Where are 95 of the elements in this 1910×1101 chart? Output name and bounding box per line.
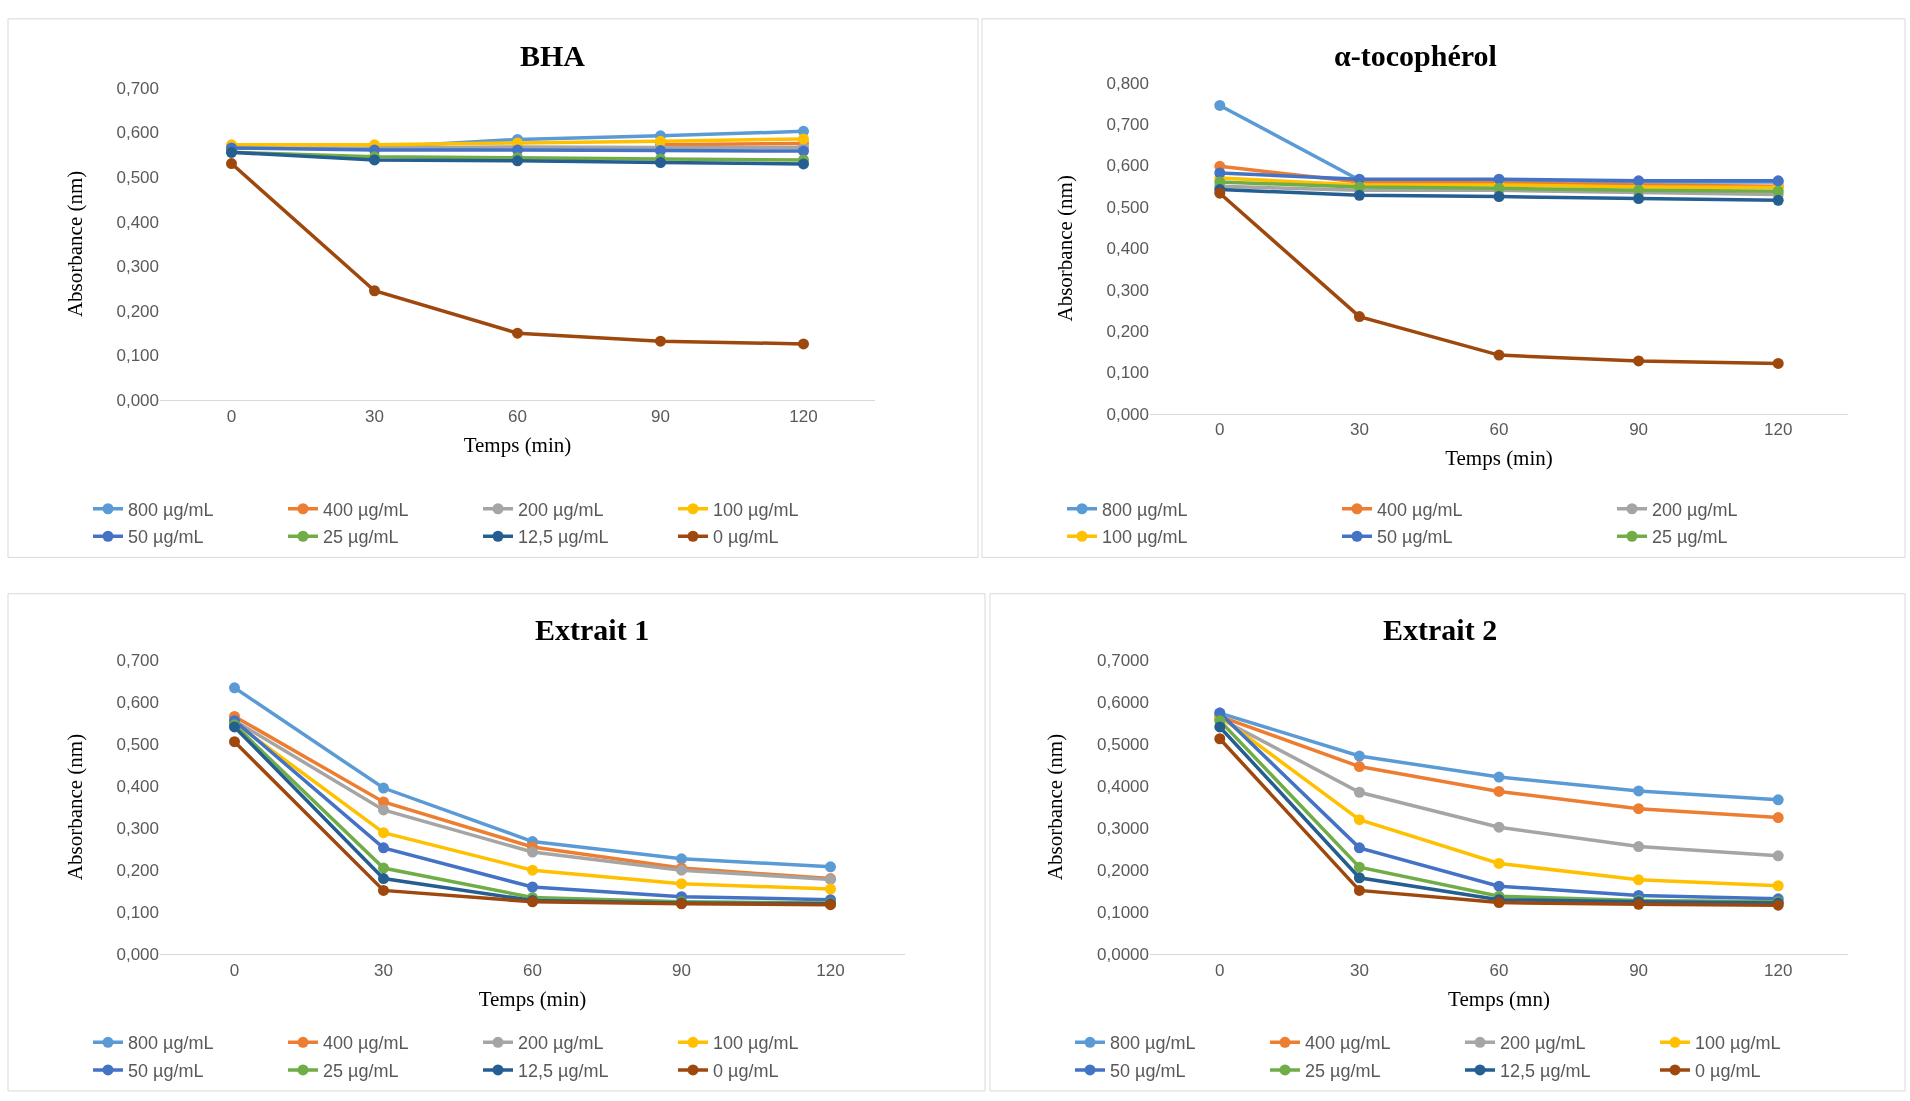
legend-label: 50 µg/mL <box>1377 527 1453 548</box>
y-tick-label: 0,000 <box>1106 404 1149 424</box>
y-tick-label: 0,2000 <box>1097 861 1149 881</box>
y-tick-label: 0,300 <box>116 819 159 838</box>
x-tick-label: 120 <box>1764 960 1793 980</box>
y-tick-label: 0,600 <box>116 123 159 143</box>
y-tick-label: 0,300 <box>116 257 159 277</box>
chart-title: BHA <box>520 39 586 72</box>
legend-label: 12,5 µg/mL <box>518 527 609 548</box>
legend-label: 25 µg/mL <box>1305 1060 1381 1081</box>
x-tick-label: 90 <box>651 406 670 426</box>
x-tick-label: 120 <box>816 960 845 980</box>
y-tick-label: 0,000 <box>116 391 159 411</box>
legend-label: 200 µg/mL <box>1500 1033 1586 1054</box>
y-tick-label: 0,200 <box>116 301 159 321</box>
y-tick-label: 0,400 <box>116 776 159 796</box>
y-tick-label: 0,1000 <box>1097 903 1149 923</box>
legend-label: 0 µg/mL <box>1695 1060 1761 1081</box>
legend-label: 25 µg/mL <box>323 1060 399 1081</box>
x-tick-label: 30 <box>1349 420 1369 440</box>
x-tick-label: 0 <box>1215 960 1225 980</box>
y-tick-label: 0,500 <box>1106 197 1149 217</box>
x-tick-label: 120 <box>1764 420 1793 440</box>
x-tick-label: 0 <box>1215 420 1225 440</box>
y-tick-label: 0,100 <box>1106 363 1149 383</box>
legend-label: 0 µg/mL <box>713 1060 779 1081</box>
y-tick-label: 0,7000 <box>1097 650 1149 670</box>
y-tick-label: 0,100 <box>116 346 159 366</box>
legend-label: 100 µg/mL <box>1695 1033 1781 1054</box>
chart-title: Extrait 2 <box>1383 613 1498 646</box>
chart-title: α-tocophérol <box>1334 39 1497 72</box>
legend-label: 50 µg/mL <box>128 527 204 548</box>
x-tick-label: 30 <box>365 406 384 426</box>
y-tick-label: 0,3000 <box>1097 819 1149 838</box>
x-tick-label: 120 <box>789 406 818 426</box>
legend-label: 400 µg/mL <box>1377 499 1463 520</box>
y-tick-label: 0,600 <box>1106 156 1149 176</box>
legend-label: 400 µg/mL <box>323 1033 409 1054</box>
x-tick-label: 0 <box>226 406 237 426</box>
x-axis-title: Temps (min) <box>1445 446 1553 471</box>
y-tick-label: 0,200 <box>116 861 159 881</box>
x-tick-label: 30 <box>1349 960 1369 980</box>
legend-label: 200 µg/mL <box>1652 499 1738 520</box>
legend-label: 0 µg/mL <box>713 527 779 548</box>
y-tick-label: 0,0000 <box>1097 945 1149 965</box>
y-tick-label: 0,600 <box>116 692 159 712</box>
x-tick-label: 60 <box>508 406 527 426</box>
x-tick-label: 60 <box>523 960 542 980</box>
x-axis-title: Temps (mn) <box>1448 987 1550 1011</box>
legend-label: 25 µg/mL <box>1652 527 1728 548</box>
y-tick-label: 0,700 <box>116 78 159 98</box>
y-tick-label: 0,5000 <box>1097 734 1149 754</box>
legend-label: 12,5 µg/mL <box>518 1060 609 1081</box>
y-tick-label: 0,4000 <box>1097 776 1149 796</box>
y-tick-label: 0,100 <box>116 903 159 923</box>
legend-label: 100 µg/mL <box>1102 527 1188 548</box>
y-tick-label: 0,800 <box>1106 73 1149 93</box>
legend-label: 800 µg/mL <box>1110 1033 1196 1054</box>
y-tick-label: 0,700 <box>1106 115 1149 135</box>
y-tick-label: 0,200 <box>1106 322 1149 342</box>
x-axis-title: Temps (min) <box>478 987 587 1011</box>
legend-label: 100 µg/mL <box>713 1033 799 1054</box>
x-tick-label: 30 <box>374 960 393 980</box>
x-tick-label: 90 <box>1629 960 1649 980</box>
legend-label: 50 µg/mL <box>1110 1060 1186 1081</box>
x-tick-label: 90 <box>672 960 691 980</box>
y-axis-title: Absorbance (nm) <box>62 170 87 318</box>
legend-label: 400 µg/mL <box>1305 1033 1391 1054</box>
y-tick-label: 0,300 <box>1106 280 1149 300</box>
legend-label: 800 µg/mL <box>1102 499 1188 520</box>
x-axis-title: Temps (min) <box>463 432 572 457</box>
y-tick-label: 0,400 <box>1106 239 1149 259</box>
legend-label: 800 µg/mL <box>128 1033 214 1054</box>
y-axis-title: Absorbance (nm) <box>1043 733 1068 881</box>
x-tick-label: 0 <box>229 960 240 980</box>
legend-label: 800 µg/mL <box>128 499 214 520</box>
y-tick-label: 0,700 <box>116 650 159 670</box>
y-tick-label: 0,500 <box>116 167 159 187</box>
y-tick-label: 0,400 <box>116 212 159 232</box>
y-tick-label: 0,500 <box>116 734 159 754</box>
legend-label: 200 µg/mL <box>518 1033 604 1054</box>
y-tick-label: 0,6000 <box>1097 692 1149 712</box>
x-tick-label: 60 <box>1489 420 1509 440</box>
x-tick-label: 60 <box>1489 960 1509 980</box>
chart-title: Extrait 1 <box>535 613 650 646</box>
y-axis-title: Absorbance (nm) <box>1052 175 1077 322</box>
x-tick-label: 90 <box>1629 420 1649 440</box>
legend-label: 400 µg/mL <box>323 499 409 520</box>
legend-label: 200 µg/mL <box>518 499 604 520</box>
legend-label: 50 µg/mL <box>128 1060 204 1081</box>
legend-label: 100 µg/mL <box>713 499 799 520</box>
legend-label: 12,5 µg/mL <box>1500 1060 1591 1081</box>
legend-label: 25 µg/mL <box>323 527 399 548</box>
y-tick-label: 0,000 <box>116 945 159 965</box>
y-axis-title: Absorbance (nm) <box>62 733 87 881</box>
